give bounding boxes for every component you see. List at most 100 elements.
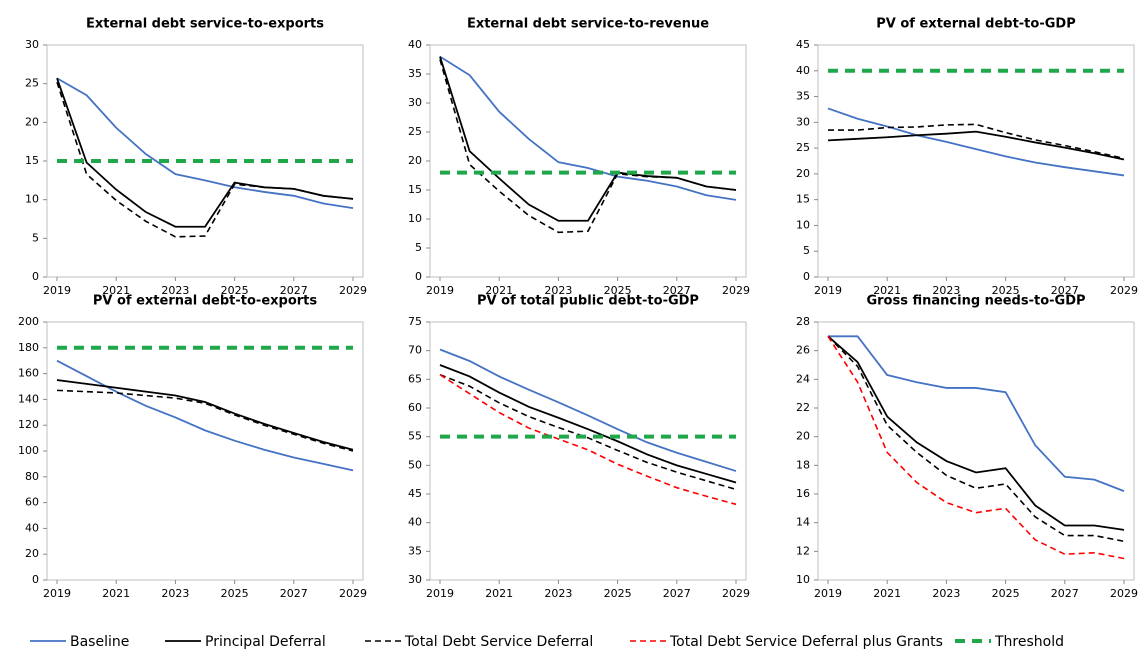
series-line [827, 107, 1125, 177]
plot-frame [429, 44, 747, 278]
legend-label: Total Debt Service Deferral plus Grants [669, 634, 943, 650]
series-line [56, 77, 354, 210]
y-tick-label: 14 [796, 516, 810, 529]
y-tick-label: 55 [408, 430, 422, 443]
x-tick-label: 2027 [280, 284, 308, 297]
y-tick-label: 12 [796, 544, 810, 557]
y-tick-label: 15 [408, 183, 422, 196]
y-tick-label: 5 [32, 231, 39, 244]
y-tick-label: 45 [796, 38, 810, 51]
y-tick-label: 26 [796, 344, 810, 357]
y-tick-label: 80 [25, 470, 39, 483]
y-tick-label: 120 [18, 418, 39, 431]
x-tick-label: 2021 [873, 587, 901, 600]
y-tick-label: 50 [408, 458, 422, 471]
x-tick-label: 2025 [992, 587, 1020, 600]
series-line [439, 374, 737, 506]
y-tick-label: 40 [408, 516, 422, 529]
y-tick-label: 0 [32, 270, 39, 283]
x-tick-label: 2027 [663, 284, 691, 297]
y-tick-label: 18 [796, 458, 810, 471]
x-tick-label: 2025 [604, 284, 632, 297]
legend-label: Baseline [70, 634, 129, 650]
y-tick-label: 10 [796, 218, 810, 231]
x-tick-label: 2023 [161, 284, 189, 297]
y-tick-label: 140 [18, 392, 39, 405]
y-tick-label: 60 [408, 401, 422, 414]
x-tick-label: 2027 [280, 587, 308, 600]
series-line [827, 130, 1125, 161]
y-tick-label: 0 [32, 573, 39, 586]
x-tick-label: 2029 [1110, 587, 1138, 600]
y-tick-label: 200 [18, 315, 39, 328]
x-tick-label: 2019 [426, 284, 454, 297]
y-tick-label: 40 [25, 521, 39, 534]
series-line [56, 389, 354, 452]
series-line [439, 55, 737, 201]
series-line [56, 359, 354, 472]
y-tick-label: 35 [796, 90, 810, 103]
chart-title: PV of external debt-to-exports [93, 294, 318, 309]
y-tick-label: 25 [796, 141, 810, 154]
y-tick-label: 24 [796, 372, 810, 385]
plot-frame [817, 321, 1135, 581]
x-tick-label: 2029 [339, 587, 367, 600]
series-line [56, 81, 354, 238]
y-tick-label: 20 [25, 547, 39, 560]
chart-title: PV of external debt-to-GDP [876, 17, 1075, 32]
x-tick-label: 2019 [43, 587, 71, 600]
y-tick-label: 70 [408, 344, 422, 357]
y-tick-label: 0 [803, 270, 810, 283]
series-line [439, 348, 737, 472]
x-tick-label: 2025 [992, 284, 1020, 297]
series-line [56, 379, 354, 451]
y-tick-label: 22 [796, 401, 810, 414]
x-tick-label: 2019 [814, 284, 842, 297]
x-tick-label: 2021 [485, 284, 513, 297]
x-tick-label: 2023 [544, 284, 572, 297]
x-tick-label: 2029 [339, 284, 367, 297]
series-line [827, 335, 1125, 531]
x-tick-label: 2023 [932, 284, 960, 297]
x-tick-label: 2025 [221, 284, 249, 297]
x-tick-label: 2021 [102, 284, 130, 297]
series-line [439, 56, 737, 222]
y-tick-label: 20 [408, 154, 422, 167]
chart-title: PV of total public debt-to-GDP [477, 294, 699, 309]
x-tick-label: 2019 [43, 284, 71, 297]
legend-label: Total Debt Service Deferral [404, 634, 593, 650]
series-line [828, 123, 1125, 160]
chart-title: External debt service-to-exports [86, 17, 324, 32]
y-tick-label: 30 [408, 96, 422, 109]
y-tick-label: 10 [796, 573, 810, 586]
x-tick-label: 2023 [932, 587, 960, 600]
legend-label: Principal Deferral [205, 634, 326, 650]
y-tick-label: 30 [408, 573, 422, 586]
y-tick-label: 25 [408, 125, 422, 138]
x-tick-label: 2023 [544, 587, 572, 600]
y-tick-label: 16 [796, 487, 810, 500]
y-tick-label: 25 [25, 77, 39, 90]
y-tick-label: 5 [803, 244, 810, 257]
y-tick-label: 45 [408, 487, 422, 500]
y-tick-label: 35 [408, 67, 422, 80]
y-tick-label: 65 [408, 372, 422, 385]
series-line [827, 335, 1125, 543]
y-tick-label: 100 [18, 444, 39, 457]
y-tick-label: 40 [796, 64, 810, 77]
series-line [439, 59, 737, 234]
x-tick-label: 2025 [604, 587, 632, 600]
y-tick-label: 10 [408, 212, 422, 225]
x-tick-label: 2027 [1051, 284, 1079, 297]
x-tick-label: 2021 [102, 587, 130, 600]
legend-label: Threshold [994, 634, 1064, 650]
y-tick-label: 5 [415, 241, 422, 254]
y-tick-label: 75 [408, 315, 422, 328]
y-tick-label: 15 [796, 193, 810, 206]
x-tick-label: 2021 [485, 587, 513, 600]
x-tick-label: 2025 [221, 587, 249, 600]
x-tick-label: 2021 [873, 284, 901, 297]
plot-frame [46, 321, 364, 581]
y-tick-label: 0 [415, 270, 422, 283]
